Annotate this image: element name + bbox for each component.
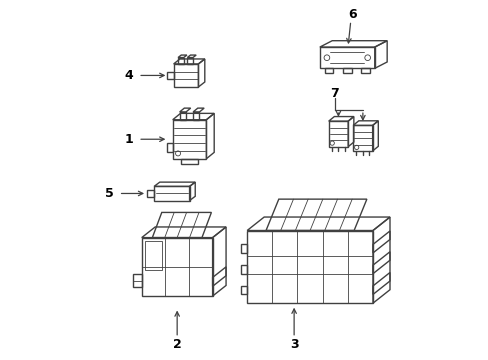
Text: 2: 2 — [172, 338, 181, 351]
Text: 3: 3 — [289, 338, 298, 351]
Text: 1: 1 — [124, 133, 133, 146]
Text: 6: 6 — [347, 8, 356, 21]
Text: 7: 7 — [330, 87, 339, 100]
Text: 4: 4 — [124, 69, 133, 82]
Text: 5: 5 — [104, 187, 113, 200]
